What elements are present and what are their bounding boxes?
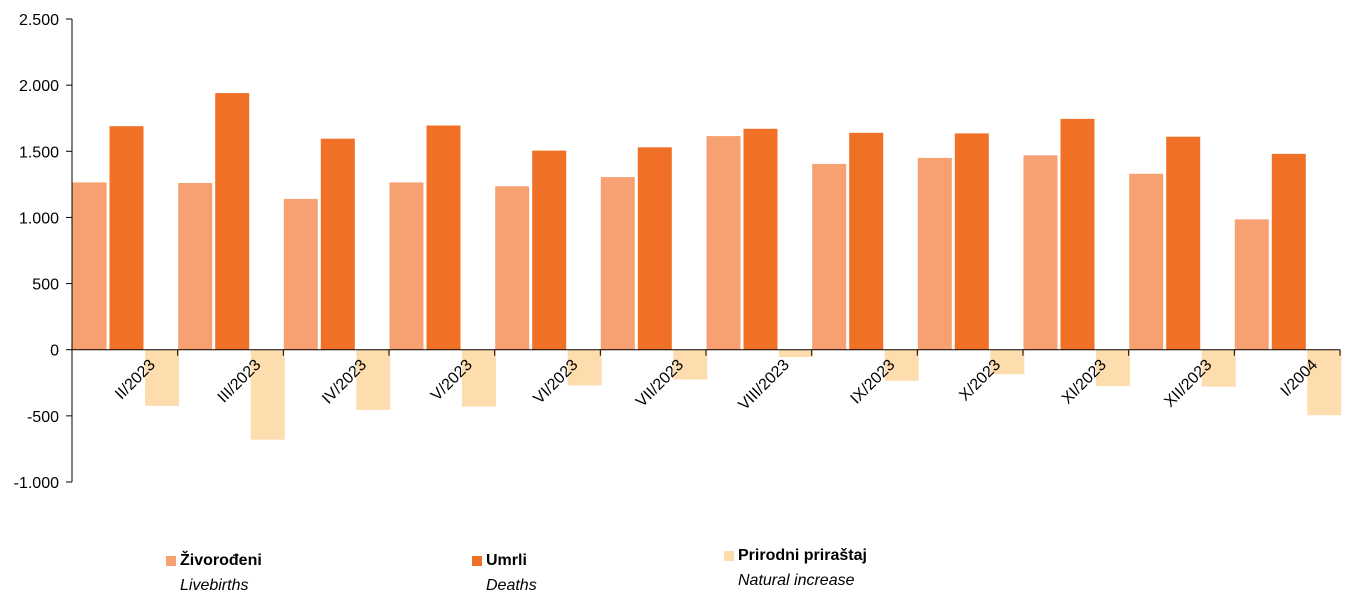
bar-natural-increase-1 [145, 349, 179, 406]
bar-livebirths-10 [1023, 155, 1058, 350]
bar-deaths-4 [426, 125, 461, 350]
x-category-label: X/2023 [956, 356, 1004, 404]
bar-deaths-2 [215, 93, 250, 350]
bar-livebirths-11 [1129, 173, 1164, 350]
bar-natural-increase-9 [990, 349, 1025, 375]
legend-swatch-deaths [472, 556, 482, 566]
legend-swatch-natural-increase [724, 551, 734, 561]
bar-deaths-1 [109, 126, 144, 350]
x-axis-labels: II/2023 III/2023 IV/2023 V/2023 VI/2023 VII/2… [112, 356, 1321, 413]
bar-deaths-9 [954, 133, 989, 350]
bar-natural-increase-2 [250, 349, 285, 440]
bar-natural-increase-11 [1201, 349, 1236, 387]
bar-livebirths-12 [1234, 219, 1269, 350]
bar-livebirths-1 [72, 182, 107, 350]
bar-natural-increase-7 [779, 349, 813, 357]
x-category-label: IX/2023 [847, 356, 898, 407]
y-tick-label: 2.500 [19, 12, 59, 29]
bar-livebirths-7 [706, 136, 741, 350]
y-tick-label: -1.000 [14, 475, 59, 492]
y-axis-ticks: 2.500 2.000 1.500 1.000 500 0 -500 -1.000 [14, 12, 72, 492]
bar-natural-increase-5 [567, 349, 602, 386]
legend-sublabel-natural-increase: Natural increase [738, 572, 855, 589]
bar-deaths-8 [849, 132, 884, 350]
x-axis-ticks [71, 349, 1341, 356]
x-category-label: VII/2023 [633, 356, 687, 410]
bar-livebirths-6 [600, 177, 635, 350]
legend-label-livebirths: Živorođeni [180, 552, 262, 569]
bar-livebirths-4 [389, 182, 424, 350]
legend-label-deaths: Umrli [486, 552, 527, 569]
bar-natural-increase-3 [356, 349, 391, 410]
legend-sublabel-livebirths: Livebirths [180, 577, 249, 594]
bar-deaths-10 [1060, 118, 1095, 350]
y-tick-label: 500 [32, 277, 59, 294]
bars-group [72, 93, 1342, 440]
bar-deaths-6 [637, 147, 672, 350]
bar-natural-increase-12 [1307, 349, 1342, 416]
bar-deaths-3 [320, 138, 355, 350]
bar-deaths-12 [1271, 153, 1306, 350]
y-tick-label: 1.000 [19, 210, 59, 227]
legend-sublabel-deaths: Deaths [486, 577, 537, 594]
bar-livebirths-5 [495, 186, 530, 350]
bar-natural-increase-8 [884, 349, 919, 381]
bar-deaths-11 [1166, 136, 1201, 350]
y-tick-label: 0 [50, 343, 59, 360]
bar-livebirths-2 [178, 183, 213, 350]
y-tick-label: 2.000 [19, 78, 59, 95]
bar-natural-increase-4 [462, 349, 496, 407]
x-category-label: VIII/2023 [736, 356, 793, 413]
bar-livebirths-8 [812, 163, 847, 350]
bar-deaths-5 [532, 150, 567, 350]
chart-area: 2.500 2.000 1.500 1.000 500 0 -500 -1.000 II/20… [14, 12, 1342, 492]
bar-livebirths-3 [283, 198, 318, 350]
legend-label-natural-increase: Prirodni priraštaj [738, 547, 867, 564]
y-tick-label: 1.500 [19, 144, 59, 161]
bar-deaths-7 [743, 128, 778, 350]
y-tick-label: -500 [27, 409, 59, 426]
bar-natural-increase-6 [673, 349, 708, 380]
bar-natural-increase-10 [1096, 349, 1130, 387]
legend-swatch-livebirths [166, 556, 176, 566]
bar-livebirths-9 [917, 157, 952, 350]
